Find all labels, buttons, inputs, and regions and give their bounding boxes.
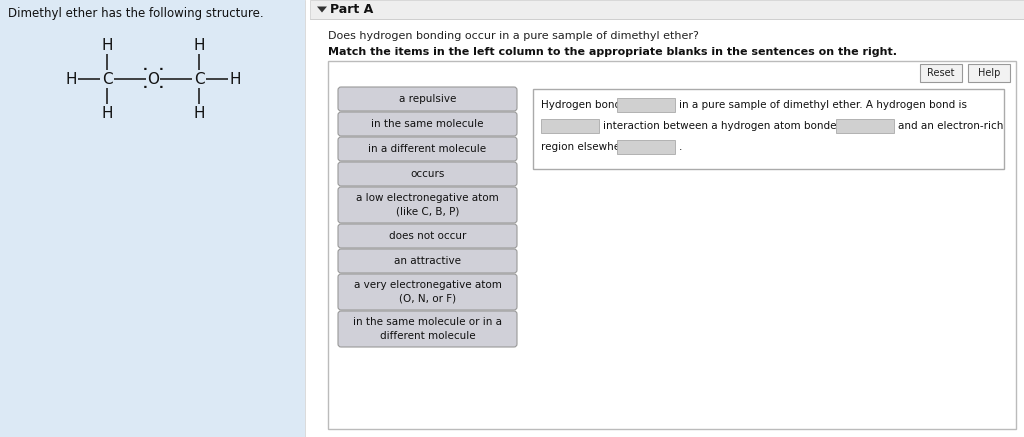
Text: Help: Help <box>978 68 1000 78</box>
FancyBboxPatch shape <box>920 64 962 82</box>
FancyBboxPatch shape <box>310 0 1024 19</box>
FancyBboxPatch shape <box>338 162 517 186</box>
FancyBboxPatch shape <box>541 119 599 133</box>
Text: C: C <box>101 72 113 87</box>
Text: Hydrogen bonding: Hydrogen bonding <box>541 100 637 110</box>
FancyBboxPatch shape <box>0 0 305 437</box>
Text: in the same molecule or in a
different molecule: in the same molecule or in a different m… <box>353 317 502 340</box>
Text: in the same molecule: in the same molecule <box>372 119 483 129</box>
Text: in a pure sample of dimethyl ether. A hydrogen bond is: in a pure sample of dimethyl ether. A hy… <box>679 100 967 110</box>
Text: does not occur: does not occur <box>389 231 466 241</box>
Text: ·: · <box>142 63 147 76</box>
Text: H: H <box>194 38 205 52</box>
Text: .: . <box>679 142 682 152</box>
Text: and an electron-rich: and an electron-rich <box>898 121 1004 131</box>
Text: an attractive: an attractive <box>394 256 461 266</box>
FancyBboxPatch shape <box>617 140 675 154</box>
FancyBboxPatch shape <box>338 249 517 273</box>
Text: H: H <box>66 72 77 87</box>
Text: C: C <box>194 72 205 87</box>
Text: H: H <box>101 105 113 121</box>
Polygon shape <box>317 7 327 13</box>
Text: a repulsive: a repulsive <box>398 94 456 104</box>
Text: ·: · <box>159 81 164 94</box>
Text: Match the items in the left column to the appropriate blanks in the sentences on: Match the items in the left column to th… <box>328 47 897 57</box>
Text: H: H <box>101 38 113 52</box>
FancyBboxPatch shape <box>338 137 517 161</box>
FancyBboxPatch shape <box>534 89 1004 169</box>
Text: occurs: occurs <box>411 169 444 179</box>
Text: O: O <box>147 72 159 87</box>
FancyBboxPatch shape <box>338 87 517 111</box>
Text: in a different molecule: in a different molecule <box>369 144 486 154</box>
Text: Does hydrogen bonding occur in a pure sample of dimethyl ether?: Does hydrogen bonding occur in a pure sa… <box>328 31 698 41</box>
FancyBboxPatch shape <box>836 119 894 133</box>
FancyBboxPatch shape <box>968 64 1010 82</box>
Text: a very electronegative atom
(O, N, or F): a very electronegative atom (O, N, or F) <box>353 281 502 304</box>
Text: ·: · <box>142 81 147 94</box>
Text: Dimethyl ether has the following structure.: Dimethyl ether has the following structu… <box>8 7 263 20</box>
FancyBboxPatch shape <box>338 274 517 310</box>
Text: Reset: Reset <box>928 68 954 78</box>
FancyBboxPatch shape <box>617 98 675 112</box>
FancyBboxPatch shape <box>338 112 517 136</box>
Text: region elsewhere: region elsewhere <box>541 142 631 152</box>
FancyBboxPatch shape <box>338 187 517 223</box>
FancyBboxPatch shape <box>338 224 517 248</box>
Text: H: H <box>229 72 241 87</box>
FancyBboxPatch shape <box>328 61 1016 429</box>
Text: a low electronegative atom
(like C, B, P): a low electronegative atom (like C, B, P… <box>356 194 499 217</box>
Text: Part A: Part A <box>330 3 374 16</box>
FancyBboxPatch shape <box>338 311 517 347</box>
Text: interaction between a hydrogen atom bonded to: interaction between a hydrogen atom bond… <box>603 121 857 131</box>
Text: H: H <box>194 105 205 121</box>
Text: ·: · <box>159 63 164 76</box>
